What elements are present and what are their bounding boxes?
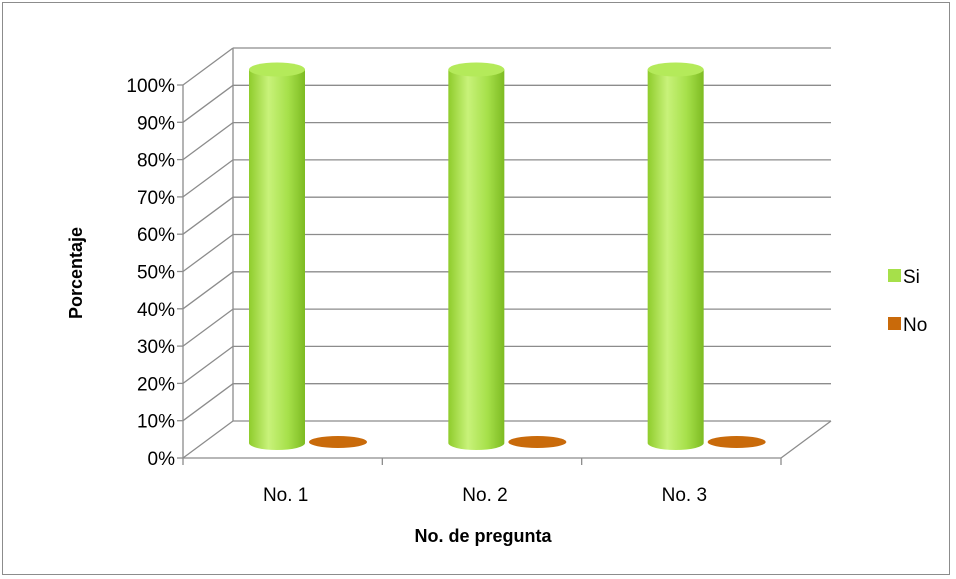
side-gridline (182, 308, 234, 347)
side-gridline (182, 383, 234, 422)
bar-body (249, 69, 305, 450)
y-tick-label: 30% (137, 337, 175, 358)
bars (249, 62, 766, 451)
bar-si-3 (647, 62, 704, 451)
side-gridline (182, 420, 234, 459)
side-gridline (182, 233, 234, 273)
y-tick-label: 40% (137, 300, 175, 321)
x-axis-title: No. de pregunta (414, 526, 552, 546)
bar-no-3 (707, 436, 766, 448)
y-tick-label: 20% (137, 374, 175, 395)
bar-no-1 (309, 436, 367, 448)
side-gridline (182, 345, 234, 384)
bar-top (448, 62, 505, 77)
bar-top (249, 62, 305, 77)
side-gridline (182, 196, 234, 235)
bar-top (647, 62, 704, 77)
y-tick-label: 70% (137, 188, 175, 209)
bar-body (448, 69, 505, 450)
y-tick-label: 80% (137, 151, 175, 172)
bar-body (647, 69, 704, 451)
bar-si-1 (249, 62, 305, 450)
bar-top (309, 436, 367, 448)
y-tick-label: 0% (148, 449, 176, 470)
legend-swatch-no (888, 317, 901, 330)
x-tick-label: No. 1 (263, 485, 308, 506)
y-tick-label: 10% (137, 412, 175, 433)
x-tick-labels: No. 1 No. 2 No. 3 (263, 485, 707, 506)
gridlines (177, 47, 832, 465)
bar-top (508, 436, 567, 448)
legend-label-si: Si (903, 267, 920, 288)
y-tick-label: 90% (137, 113, 175, 134)
bar-no-2 (508, 436, 567, 448)
y-axis-title: Porcentaje (66, 227, 86, 319)
y-tick-label: 50% (137, 263, 175, 284)
floor-right-edge (780, 420, 832, 459)
bar-si-2 (448, 62, 505, 450)
side-gridline (182, 47, 234, 86)
legend-swatch-si (888, 269, 901, 282)
y-tick-labels: 0% 10% 20% 30% 40% 50% 60% 70% 80% 90% 100% (126, 76, 175, 470)
x-tick-label: No. 3 (662, 485, 707, 506)
legend: Si No (888, 267, 927, 336)
side-gridline (182, 122, 234, 161)
legend-label-no: No (903, 315, 927, 336)
side-gridline (182, 84, 234, 123)
side-gridline (182, 159, 234, 198)
y-tick-label: 100% (126, 76, 175, 97)
x-tick-label: No. 2 (462, 485, 507, 506)
side-gridline (182, 271, 234, 310)
bar-top (707, 436, 766, 448)
y-tick-label: 60% (137, 225, 175, 246)
